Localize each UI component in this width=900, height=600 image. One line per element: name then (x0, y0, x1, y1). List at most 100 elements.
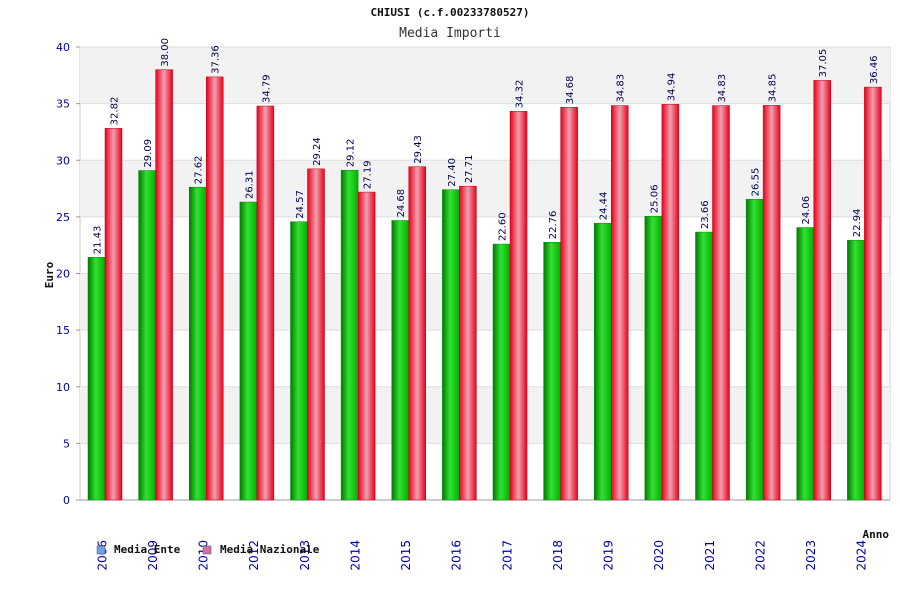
y-tick-label: 40 (56, 41, 70, 54)
bar-media-nazionale (459, 185, 477, 501)
y-axis-label: Euro (43, 261, 56, 288)
y-tick-label: 20 (56, 268, 70, 281)
data-label: 22.60 (498, 212, 509, 241)
data-label: 29.12 (346, 139, 357, 168)
data-label: 38.00 (160, 38, 171, 67)
y-tick-label: 35 (56, 98, 70, 111)
bars (87, 69, 882, 501)
bar-media-nazionale (104, 128, 123, 501)
bar-media-ente (391, 220, 409, 501)
bar-media-nazionale (256, 105, 275, 501)
y-tick-label: 15 (56, 324, 70, 337)
data-labels: 21.43 32.82 29.09 38.00 27.62 37.36 26.31 34.79… (93, 38, 880, 254)
bar-media-ente (189, 186, 207, 501)
bar-media-ente (87, 257, 106, 501)
data-label: 37.36 (211, 45, 222, 74)
data-label: 22.94 (852, 209, 863, 238)
data-label: 27.40 (447, 158, 458, 187)
y-axis-ticks: 0 5 10 15 20 25 30 35 40 (56, 41, 80, 507)
bar-media-nazionale (813, 80, 831, 501)
data-label: 26.31 (244, 170, 255, 199)
chart-subtitle: Media Importi (399, 26, 501, 41)
bar-media-nazionale (611, 105, 629, 501)
bar-media-ente (796, 227, 814, 501)
bar-media-nazionale (560, 106, 578, 501)
bar-media-ente (543, 241, 561, 501)
x-tick-label: 2016 (450, 540, 464, 571)
legend-swatch (202, 545, 212, 555)
x-tick-label: 2012 (247, 540, 261, 571)
bar-media-ente (695, 231, 713, 501)
data-label: 34.83 (616, 74, 627, 103)
legend: Media Ente Media Nazionale (96, 543, 320, 556)
data-label: 29.24 (312, 137, 323, 166)
bar-media-ente (138, 170, 156, 501)
x-tick-label: 2017 (500, 540, 514, 571)
bar-media-nazionale (307, 168, 325, 501)
data-label: 29.09 (143, 139, 154, 168)
bar-media-nazionale (762, 105, 781, 501)
x-tick-label: 2006 (95, 540, 109, 571)
y-tick-label: 0 (63, 494, 70, 507)
bar-media-nazionale (155, 69, 173, 501)
y-tick-label: 25 (56, 211, 70, 224)
y-tick-label: 5 (63, 437, 70, 450)
y-tick-label: 30 (56, 154, 70, 167)
bar-media-ente (442, 189, 460, 501)
data-label: 24.68 (396, 189, 407, 218)
bar-media-ente (290, 221, 308, 501)
bar-media-nazionale (408, 166, 426, 501)
bar-media-nazionale (661, 104, 680, 501)
data-label: 27.62 (194, 156, 205, 185)
bar-media-nazionale (206, 76, 224, 501)
data-label: 26.55 (751, 168, 762, 197)
x-tick-label: 2023 (804, 540, 818, 571)
bar-media-ente (847, 239, 865, 501)
data-label: 27.19 (363, 160, 374, 189)
x-tick-label: 2010 (197, 540, 211, 571)
bar-media-ente (340, 169, 359, 501)
data-label: 37.05 (818, 49, 829, 78)
data-label: 21.43 (93, 226, 104, 255)
data-label: 32.82 (110, 97, 121, 126)
data-label: 34.83 (717, 74, 728, 103)
x-tick-label: 2019 (602, 540, 616, 571)
data-label: 24.06 (801, 196, 812, 225)
data-label: 34.68 (565, 76, 576, 105)
x-tick-label: 2022 (753, 540, 767, 571)
bar-media-nazionale (357, 191, 376, 501)
data-label: 34.85 (768, 74, 779, 103)
legend-swatch (96, 545, 106, 555)
x-tick-label: 2021 (703, 540, 717, 571)
x-tick-label: 2018 (551, 540, 565, 571)
bar-media-nazionale (509, 111, 528, 501)
bar-media-ente (644, 215, 663, 501)
x-axis-ticks: 2006 2009 2010 2012 2013 2014 2015 2016 2017 2018… (95, 540, 868, 571)
x-tick-label: 2024 (855, 540, 869, 571)
x-tick-label: 2014 (348, 540, 362, 571)
legend-label: Media Ente (114, 543, 181, 556)
bar-media-nazionale (864, 86, 882, 501)
x-tick-label: 2020 (652, 540, 666, 571)
chart-title: CHIUSI (c.f.00233780527) (371, 6, 530, 19)
data-label: 24.44 (599, 192, 610, 221)
x-tick-label: 2013 (298, 540, 312, 571)
bar-media-ente (745, 199, 764, 501)
bar-media-ente (239, 201, 258, 501)
data-label: 29.43 (413, 135, 424, 164)
y-tick-label: 10 (56, 381, 70, 394)
x-axis-label: Anno (863, 528, 890, 541)
data-label: 22.76 (548, 211, 559, 240)
bar-media-ente (492, 243, 511, 501)
data-label: 34.94 (666, 73, 677, 102)
bar-media-nazionale (712, 105, 730, 501)
data-label: 34.32 (515, 80, 526, 109)
bar-media-ente (594, 222, 612, 501)
x-tick-label: 2009 (146, 540, 160, 571)
data-label: 23.66 (700, 200, 711, 229)
data-label: 24.57 (295, 190, 306, 219)
x-tick-label: 2015 (399, 540, 413, 571)
data-label: 27.71 (464, 155, 475, 184)
legend-label: Media Nazionale (220, 543, 320, 556)
